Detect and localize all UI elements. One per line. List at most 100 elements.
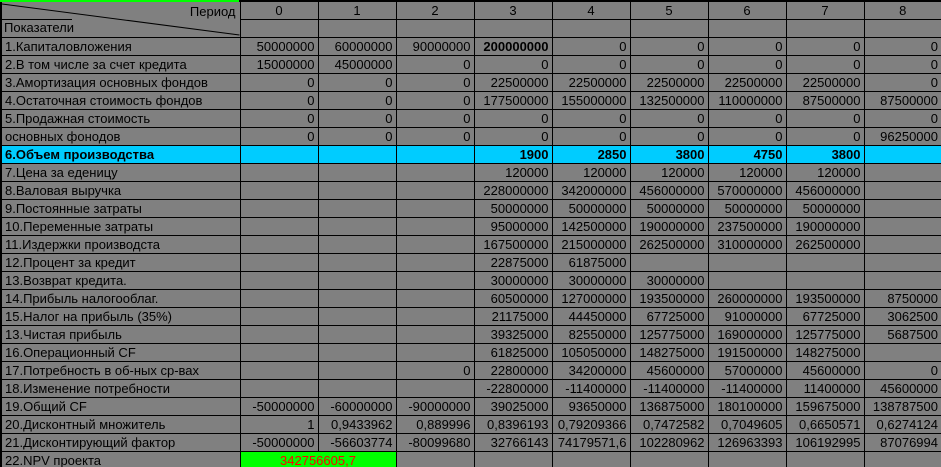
cell-5-8[interactable]: 96250000: [863, 127, 941, 146]
header-spacer-cell[interactable]: [395, 19, 475, 38]
cell-16-5[interactable]: 125775000: [629, 325, 709, 344]
cell-0-1[interactable]: 60000000: [317, 37, 397, 56]
cell-17-6[interactable]: 191500000: [707, 343, 787, 362]
cell-21-8[interactable]: 0,6274124: [863, 415, 941, 434]
cell-19-1[interactable]: [317, 379, 397, 398]
cell-4-3[interactable]: 0: [473, 109, 553, 128]
cell-18-8[interactable]: 0: [863, 361, 941, 380]
cell-7-6[interactable]: 120000: [707, 163, 787, 182]
header-spacer-cell[interactable]: [551, 19, 631, 38]
cell-23-5[interactable]: [629, 451, 709, 467]
cell-0-6[interactable]: 0: [707, 37, 787, 56]
cell-16-1[interactable]: [317, 325, 397, 344]
row-label-9[interactable]: 9.Постоянные затраты: [0, 199, 241, 218]
cell-19-7[interactable]: 11400000: [785, 379, 865, 398]
cell-14-1[interactable]: [317, 289, 397, 308]
cell-3-8[interactable]: 87500000: [863, 91, 941, 110]
cell-3-4[interactable]: 155000000: [551, 91, 631, 110]
cell-2-5[interactable]: 22500000: [629, 73, 709, 92]
cell-10-0[interactable]: [239, 217, 319, 236]
cell-11-6[interactable]: 310000000: [707, 235, 787, 254]
cell-10-3[interactable]: 95000000: [473, 217, 553, 236]
cell-20-0[interactable]: -50000000: [239, 397, 319, 416]
cell-20-1[interactable]: -60000000: [317, 397, 397, 416]
row-label-20[interactable]: 19.Общий CF: [0, 397, 241, 416]
cell-21-5[interactable]: 0,7472582: [629, 415, 709, 434]
cell-20-2[interactable]: -90000000: [395, 397, 475, 416]
header-corner-cell[interactable]: Период Показатели: [0, 0, 241, 38]
cell-11-2[interactable]: [395, 235, 475, 254]
row-label-0[interactable]: 1.Капиталовложения: [0, 37, 241, 56]
cell-10-8[interactable]: [863, 217, 941, 236]
cell-11-8[interactable]: [863, 235, 941, 254]
cell-18-3[interactable]: 22800000: [473, 361, 553, 380]
cell-15-2[interactable]: [395, 307, 475, 326]
cell-15-1[interactable]: [317, 307, 397, 326]
row-label-4[interactable]: 5.Продажная стоимость: [0, 109, 241, 128]
cell-11-7[interactable]: 262500000: [785, 235, 865, 254]
row-label-16[interactable]: 13.Чистая прибыль: [0, 325, 241, 344]
cell-14-2[interactable]: [395, 289, 475, 308]
cell-14-4[interactable]: 127000000: [551, 289, 631, 308]
cell-12-2[interactable]: [395, 253, 475, 272]
period-column-header-5[interactable]: 5: [629, 0, 709, 20]
cell-14-3[interactable]: 60500000: [473, 289, 553, 308]
cell-6-2[interactable]: [395, 145, 475, 164]
period-column-header-2[interactable]: 2: [395, 0, 475, 20]
cell-18-6[interactable]: 57000000: [707, 361, 787, 380]
header-spacer-cell[interactable]: [707, 19, 787, 38]
cell-16-2[interactable]: [395, 325, 475, 344]
cell-21-3[interactable]: 0,8396193: [473, 415, 553, 434]
cell-12-5[interactable]: [629, 253, 709, 272]
cell-18-5[interactable]: 45600000: [629, 361, 709, 380]
cell-2-3[interactable]: 22500000: [473, 73, 553, 92]
cell-10-7[interactable]: 190000000: [785, 217, 865, 236]
cell-13-3[interactable]: 30000000: [473, 271, 553, 290]
row-label-19[interactable]: 18.Изменение потребности: [0, 379, 241, 398]
cell-23-7[interactable]: [785, 451, 865, 467]
cell-22-1[interactable]: -56603774: [317, 433, 397, 452]
cell-20-4[interactable]: 93650000: [551, 397, 631, 416]
cell-22-7[interactable]: 106192995: [785, 433, 865, 452]
cell-16-6[interactable]: 169000000: [707, 325, 787, 344]
cell-15-8[interactable]: 3062500: [863, 307, 941, 326]
cell-13-1[interactable]: [317, 271, 397, 290]
cell-1-1[interactable]: 45000000: [317, 55, 397, 74]
cell-21-2[interactable]: 0,889996: [395, 415, 475, 434]
cell-9-6[interactable]: 50000000: [707, 199, 787, 218]
row-label-12[interactable]: 12.Процент за кредит: [0, 253, 241, 272]
cell-14-5[interactable]: 193500000: [629, 289, 709, 308]
cell-1-6[interactable]: 0: [707, 55, 787, 74]
cell-1-4[interactable]: 0: [551, 55, 631, 74]
cell-13-8[interactable]: [863, 271, 941, 290]
cell-21-6[interactable]: 0,7049605: [707, 415, 787, 434]
cell-2-8[interactable]: 0: [863, 73, 941, 92]
cell-20-3[interactable]: 39025000: [473, 397, 553, 416]
cell-3-3[interactable]: 177500000: [473, 91, 553, 110]
cell-9-7[interactable]: 50000000: [785, 199, 865, 218]
cell-5-1[interactable]: 0: [317, 127, 397, 146]
cell-17-0[interactable]: [239, 343, 319, 362]
cell-9-4[interactable]: 50000000: [551, 199, 631, 218]
cell-2-1[interactable]: 0: [317, 73, 397, 92]
cell-16-0[interactable]: [239, 325, 319, 344]
row-label-23[interactable]: 22.NPV проекта: [0, 451, 241, 467]
cell-11-4[interactable]: 215000000: [551, 235, 631, 254]
row-label-10[interactable]: 10.Переменные затраты: [0, 217, 241, 236]
header-spacer-cell[interactable]: [785, 19, 865, 38]
cell-18-4[interactable]: 34200000: [551, 361, 631, 380]
cell-10-1[interactable]: [317, 217, 397, 236]
cell-23-6[interactable]: [707, 451, 787, 467]
cell-14-6[interactable]: 260000000: [707, 289, 787, 308]
cell-5-7[interactable]: 0: [785, 127, 865, 146]
cell-8-0[interactable]: [239, 181, 319, 200]
cell-22-5[interactable]: 102280962: [629, 433, 709, 452]
cell-21-4[interactable]: 0,79209366: [551, 415, 631, 434]
cell-21-1[interactable]: 0,9433962: [317, 415, 397, 434]
period-column-header-0[interactable]: 0: [239, 0, 319, 20]
cell-22-8[interactable]: 87076994: [863, 433, 941, 452]
cell-4-2[interactable]: 0: [395, 109, 475, 128]
cell-8-5[interactable]: 456000000: [629, 181, 709, 200]
cell-12-4[interactable]: 61875000: [551, 253, 631, 272]
cell-15-0[interactable]: [239, 307, 319, 326]
